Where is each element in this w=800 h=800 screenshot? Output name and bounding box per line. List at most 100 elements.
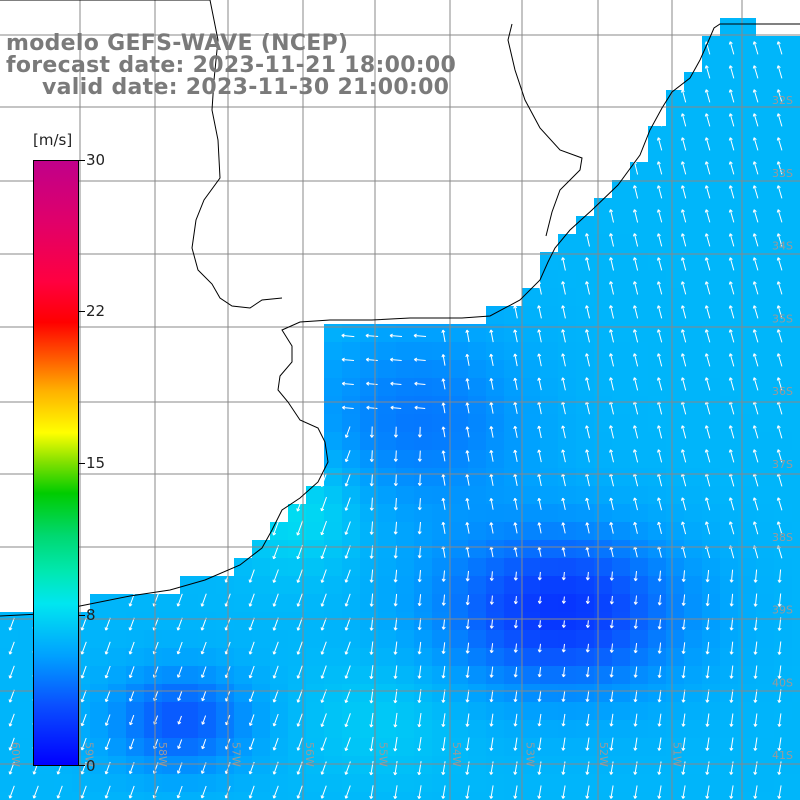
wind-arrow xyxy=(417,521,422,535)
wind-arrow xyxy=(8,665,15,679)
wind-speed-cell xyxy=(738,720,756,738)
wind-speed-cell xyxy=(576,792,594,800)
wind-arrow xyxy=(201,715,207,725)
wind-arrow xyxy=(704,89,711,103)
wind-speed-cell xyxy=(414,738,432,756)
wind-arrow xyxy=(465,378,470,390)
wind-speed-cell xyxy=(270,720,288,738)
wind-speed-cell xyxy=(720,666,738,684)
wind-arrow xyxy=(728,209,735,223)
wind-arrow xyxy=(585,257,590,271)
wind-speed-cell xyxy=(360,522,378,540)
wind-speed-cell xyxy=(738,306,756,324)
wind-arrow xyxy=(632,257,639,271)
wind-speed-cell xyxy=(756,702,774,720)
wind-speed-cell xyxy=(90,594,108,612)
wind-speed-cell xyxy=(756,378,774,396)
wind-speed-cell xyxy=(432,540,450,558)
wind-arrow xyxy=(632,281,639,295)
wind-speed-cell xyxy=(396,774,414,792)
wind-speed-cell xyxy=(720,108,738,126)
wind-speed-cell xyxy=(468,342,486,360)
wind-arrow xyxy=(704,161,711,175)
wind-speed-cell xyxy=(594,666,612,684)
wind-speed-cell xyxy=(504,684,522,702)
wind-speed-cell xyxy=(612,630,630,648)
wind-arrow xyxy=(776,281,783,295)
wind-speed-cell xyxy=(792,126,800,144)
wind-speed-cell xyxy=(558,540,576,558)
wind-arrow xyxy=(417,713,422,728)
wind-speed-cell xyxy=(216,774,234,792)
wind-arrow xyxy=(128,641,135,655)
wind-speed-cell xyxy=(720,306,738,324)
wind-speed-cell xyxy=(594,252,612,270)
wind-arrow xyxy=(776,521,783,535)
wind-speed-cell xyxy=(360,648,378,666)
wind-arrow xyxy=(729,689,734,703)
wind-speed-cell xyxy=(162,792,180,800)
wind-arrow xyxy=(465,497,470,510)
wind-speed-cell xyxy=(738,90,756,108)
wind-speed-cell xyxy=(792,576,800,594)
latitude-label: 32S xyxy=(772,94,793,107)
wind-speed-cell xyxy=(702,144,720,162)
wind-speed-cell xyxy=(702,594,720,612)
wind-speed-cell xyxy=(576,378,594,396)
wind-arrow xyxy=(704,65,711,79)
wind-speed-cell xyxy=(0,630,18,648)
wind-speed-cell xyxy=(684,234,702,252)
wind-speed-cell xyxy=(756,648,774,666)
wind-speed-cell xyxy=(486,630,504,648)
wind-speed-cell xyxy=(270,684,288,702)
wind-speed-cell xyxy=(108,702,126,720)
wind-speed-cell xyxy=(252,720,270,738)
wind-speed-cell xyxy=(540,792,558,800)
wind-speed-cell xyxy=(486,450,504,468)
wind-speed-cell xyxy=(180,612,198,630)
wind-speed-cell xyxy=(612,180,630,198)
wind-speed-cell xyxy=(702,36,720,54)
longitude-label: 54W xyxy=(450,742,463,767)
wind-speed-cell xyxy=(576,738,594,756)
wind-speed-cell xyxy=(468,576,486,594)
wind-speed-cell xyxy=(324,432,342,450)
wind-speed-cell xyxy=(360,756,378,774)
wind-arrow xyxy=(513,571,518,581)
wind-speed-cell xyxy=(288,756,306,774)
wind-arrow xyxy=(344,426,351,438)
wind-speed-cell xyxy=(396,612,414,630)
wind-speed-cell xyxy=(756,234,774,252)
wind-arrow xyxy=(705,737,710,751)
wind-arrow xyxy=(680,449,687,463)
wind-speed-cell xyxy=(684,468,702,486)
wind-speed-cell xyxy=(684,342,702,360)
wind-speed-cell xyxy=(450,612,468,630)
wind-arrow xyxy=(561,257,566,271)
wind-arrow xyxy=(704,377,711,391)
wind-arrow xyxy=(296,641,303,655)
wind-speed-cell xyxy=(630,468,648,486)
wind-arrow xyxy=(32,785,39,799)
wind-speed-cell xyxy=(504,792,522,800)
wind-speed-cell xyxy=(234,558,252,576)
wind-speed-cell xyxy=(648,324,666,342)
wind-speed-cell xyxy=(162,594,180,612)
wind-speed-cell xyxy=(738,378,756,396)
wind-arrow xyxy=(561,667,566,678)
wind-speed-cell xyxy=(342,702,360,720)
wind-speed-cell xyxy=(792,36,800,54)
wind-speed-cell xyxy=(720,18,738,36)
wind-speed-cell xyxy=(108,612,126,630)
wind-speed-cell xyxy=(630,756,648,774)
wind-speed-cell xyxy=(162,774,180,792)
wind-arrow xyxy=(680,329,687,343)
wind-arrow xyxy=(344,617,351,631)
wind-arrow xyxy=(752,233,759,247)
wind-speed-cell xyxy=(630,450,648,468)
wind-speed-cell xyxy=(792,720,800,738)
latitude-label: 33S xyxy=(772,167,793,180)
wind-arrow xyxy=(632,185,639,199)
wind-speed-cell xyxy=(90,774,108,792)
wind-speed-cell xyxy=(378,792,396,800)
